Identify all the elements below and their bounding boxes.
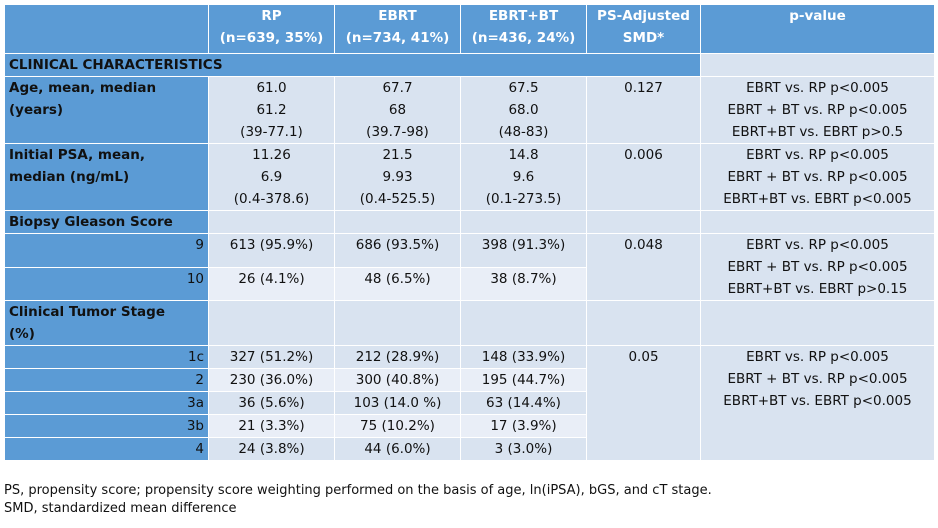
section-title: CLINICAL CHARACTERISTICS (4, 53, 701, 77)
gleason-9-ebrt-bt: 398 (91.3%) (460, 233, 587, 268)
table-row-stage-3a: 3a 36 (5.6%) 103 (14.0 %) 63 (14.4%) (4, 391, 935, 415)
age-p-value: EBRT vs. RP p<0.005 EBRT + BT vs. RP p<0.… (700, 76, 935, 144)
blank-cell (460, 300, 587, 346)
stage-category: 3a (4, 391, 209, 415)
gleason-smd: 0.048 (586, 233, 701, 301)
footnote-ps: PS, propensity score; propensity score w… (4, 483, 712, 498)
header-ebrt-bt: EBRT+BT (n=436, 24%) (460, 4, 587, 54)
table-row-stage-header: Clinical Tumor Stage (%) (4, 300, 935, 346)
table-row-stage-1c: 1c 327 (51.2%) 212 (28.9%) 148 (33.9%) 0… (4, 345, 935, 461)
table-row-gleason-header: Biopsy Gleason Score (4, 210, 935, 234)
header-blank-cell (4, 4, 209, 54)
stage-3a-rp: 36 (5.6%) (208, 391, 335, 415)
header-rp: RP (n=639, 35%) (208, 4, 335, 54)
age-smd: 0.127 (586, 76, 701, 144)
header-p-value: p-value (700, 4, 935, 54)
blank-cell (586, 300, 701, 346)
baseline-characteristics-table: RP (n=639, 35%) EBRT (n=734, 41%) EBRT+BT(… (4, 4, 935, 461)
gleason-10-ebrt: 48 (6.5%) (334, 266, 461, 301)
row-label-stage: Clinical Tumor Stage (%) (4, 300, 209, 346)
blank-cell (334, 300, 461, 346)
blank-cell (208, 300, 335, 346)
stage-1c-ebrt: 212 (28.9%) (334, 345, 461, 369)
blank-cell (700, 210, 935, 234)
stage-3a-ebrt-bt: 63 (14.4%) (460, 391, 587, 415)
psa-ebrt: 21.5 9.93 (0.4-525.5) (334, 143, 461, 211)
stage-4-rp: 24 (3.8%) (208, 437, 335, 461)
gleason-9-ebrt: 686 (93.5%) (334, 233, 461, 268)
table-row-gleason-10: 10 26 (4.1%) 48 (6.5%) 38 (8.7%) (4, 266, 935, 301)
header-smd: PS-Adjusted SMD* (586, 4, 701, 54)
stage-4-ebrt-bt: 3 (3.0%) (460, 437, 587, 461)
row-label-psa: Initial PSA, mean, median (ng/mL) (4, 143, 209, 211)
gleason-category: 10 (4, 266, 209, 301)
stage-category: 2 (4, 368, 209, 392)
age-ebrt-bt: 67.5 68.0 (48-83) (460, 76, 587, 144)
stage-category: 1c (4, 345, 209, 369)
psa-p-value: EBRT vs. RP p<0.005 EBRT + BT vs. RP p<0.… (700, 143, 935, 211)
gleason-p-value: EBRT vs. RP p<0.005 EBRT + BT vs. RP p<0.… (700, 233, 935, 301)
age-ebrt: 67.7 68 (39.7-98) (334, 76, 461, 144)
gleason-10-rp: 26 (4.1%) (208, 266, 335, 301)
gleason-category: 9 (4, 233, 209, 268)
gleason-9-rp: 613 (95.9%) (208, 233, 335, 268)
table-row-psa: Initial PSA, mean, median (ng/mL) 11.26 6.… (4, 143, 935, 211)
stage-4-ebrt: 44 (6.0%) (334, 437, 461, 461)
blank-cell (586, 210, 701, 234)
table-row-age: Age, mean, median (years) 61.0 61.2 (39-77.… (4, 76, 935, 144)
stage-2-rp: 230 (36.0%) (208, 368, 335, 392)
stage-smd: 0.05 (586, 345, 701, 461)
stage-2-ebrt-bt: 195 (44.7%) (460, 368, 587, 392)
age-rp: 61.0 61.2 (39-77.1) (208, 76, 335, 144)
stage-1c-rp: 327 (51.2%) (208, 345, 335, 369)
stage-category: 3b (4, 414, 209, 438)
stage-category: 4 (4, 437, 209, 461)
blank-cell (700, 300, 935, 346)
stage-p-value: EBRT vs. RP p<0.005 EBRT + BT vs. RP p<0.… (700, 345, 935, 461)
table-row-gleason-9: 9 613 (95.9%) 686 (93.5%) 398 (91.3%) 0.… (4, 233, 935, 301)
psa-ebrt-bt: 14.8 9.6 (0.1-273.5) (460, 143, 587, 211)
blank-cell (334, 210, 461, 234)
stage-3b-rp: 21 (3.3%) (208, 414, 335, 438)
blank-cell (208, 210, 335, 234)
blank-cell (460, 210, 587, 234)
section-row-clinical: CLINICAL CHARACTERISTICS (4, 53, 935, 77)
stage-3a-ebrt: 103 (14.0 %) (334, 391, 461, 415)
row-label-age: Age, mean, median (years) (4, 76, 209, 144)
psa-smd: 0.006 (586, 143, 701, 211)
section-blank-cell (700, 53, 935, 77)
gleason-10-ebrt-bt: 38 (8.7%) (460, 266, 587, 301)
row-label-gleason: Biopsy Gleason Score (4, 210, 209, 234)
table-row-stage-3b: 3b 21 (3.3%) 75 (10.2%) 17 (3.9%) (4, 414, 935, 438)
header-ebrt: EBRT (n=734, 41%) (334, 4, 461, 54)
table-header-row: RP (n=639, 35%) EBRT (n=734, 41%) EBRT+BT(… (4, 4, 935, 54)
stage-3b-ebrt: 75 (10.2%) (334, 414, 461, 438)
stage-2-ebrt: 300 (40.8%) (334, 368, 461, 392)
psa-rp: 11.26 6.9 (0.4-378.6) (208, 143, 335, 211)
footnote-smd: SMD, standardized mean difference (4, 501, 237, 516)
stage-3b-ebrt-bt: 17 (3.9%) (460, 414, 587, 438)
table-row-stage-4: 4 24 (3.8%) 44 (6.0%) 3 (3.0%) (4, 437, 935, 461)
stage-1c-ebrt-bt: 148 (33.9%) (460, 345, 587, 369)
